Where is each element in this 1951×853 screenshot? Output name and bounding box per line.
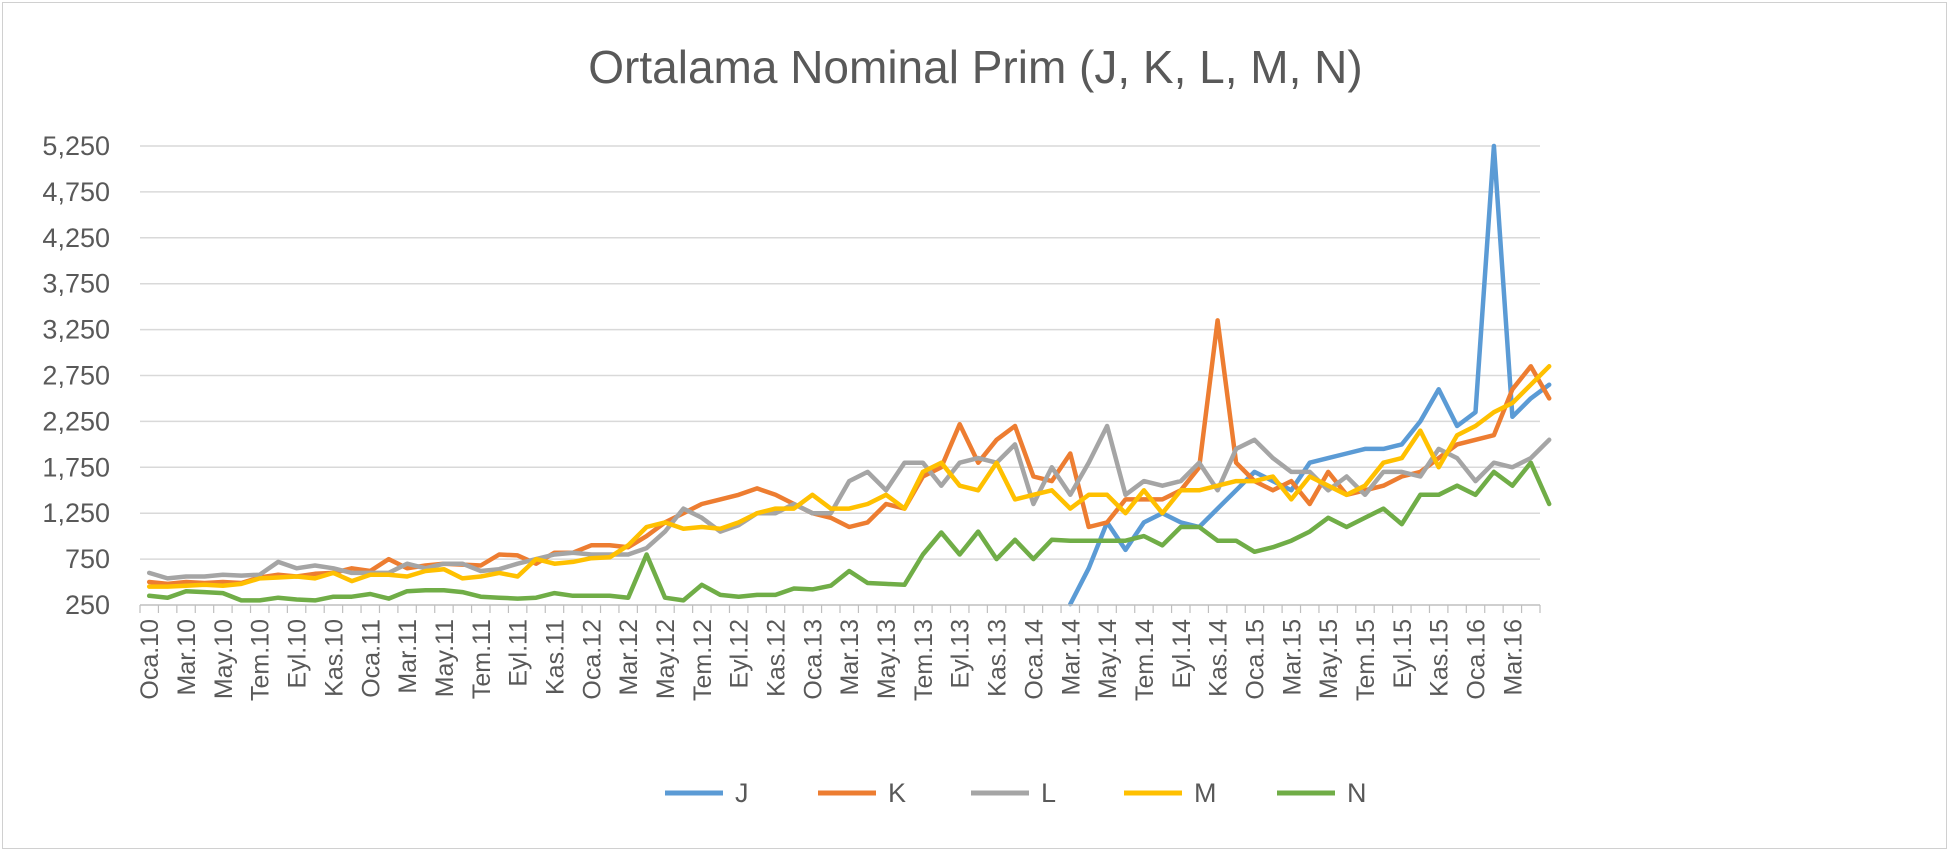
- x-tick-label: Eyl.10: [284, 619, 312, 688]
- y-tick-label: 3,250: [42, 315, 110, 345]
- x-tick-label: Tem.14: [1131, 619, 1159, 701]
- y-tick-label: 4,750: [42, 177, 110, 207]
- x-tick-label: Oca.14: [1020, 619, 1048, 700]
- series-line-l: [146, 423, 1552, 581]
- x-tick-label: May.13: [873, 619, 901, 699]
- y-tick-label: 4,250: [42, 223, 110, 253]
- x-tick-label: Mar.13: [836, 619, 864, 695]
- x-tick-label: Kas.12: [763, 619, 791, 697]
- x-tick-label: May.11: [431, 619, 459, 697]
- legend-label-l: L: [1041, 778, 1056, 808]
- x-tick-label: Eyl.12: [726, 619, 754, 688]
- legend: J K L M N: [665, 778, 1367, 808]
- x-tick-label: Oca.11: [357, 619, 385, 698]
- x-tick-label: Oca.15: [1241, 619, 1269, 700]
- x-tick-label: Mar.11: [394, 619, 422, 694]
- y-tick-label: 5,250: [42, 131, 110, 161]
- x-tick-label: Kas.15: [1426, 619, 1454, 697]
- x-tick-label: Mar.14: [1057, 619, 1085, 696]
- x-tick-label: Kas.11: [541, 619, 569, 695]
- x-tick-label: Mar.10: [173, 619, 201, 695]
- legend-label-j: J: [735, 778, 749, 808]
- x-tick-label: Tem.10: [247, 619, 275, 701]
- x-tick-label: Kas.13: [984, 619, 1012, 697]
- series-line-m: [146, 364, 1552, 589]
- series-lines: [146, 143, 1552, 607]
- x-tick-label: May.10: [210, 619, 238, 699]
- y-tick-label: 1,750: [42, 452, 110, 482]
- x-tick-label: Tem.12: [689, 619, 717, 701]
- legend-label-n: N: [1347, 778, 1367, 808]
- x-tick-label: Eyl.11: [505, 619, 533, 687]
- x-tick-label: May.14: [1094, 619, 1122, 699]
- y-axis-ticks: 250 750 1,250 1,750 2,250 2,750 3,250 3,750 4,25…: [42, 131, 110, 620]
- x-tick-label: Kas.10: [320, 619, 348, 697]
- series-line-k: [146, 318, 1552, 587]
- legend-label-m: M: [1194, 778, 1217, 808]
- chart-title: Ortalama Nominal Prim (J, K, L, M, N): [588, 41, 1363, 93]
- x-tick-label: Mar.16: [1499, 619, 1527, 695]
- x-tick-label: May.15: [1315, 619, 1343, 699]
- x-tick-label: May.12: [652, 619, 680, 699]
- x-tick-label: Kas.14: [1205, 619, 1233, 697]
- x-axis-ticks: Oca.10 Mar.10 May.10 Tem.10 Eyl.10 Kas.10 Oca.…: [136, 619, 1527, 701]
- x-tick-label: Oca.13: [799, 619, 827, 700]
- series-line-j: [1068, 143, 1552, 607]
- y-tick-label: 2,750: [42, 361, 110, 391]
- y-tick-label: 250: [65, 590, 110, 620]
- x-tick-label: Eyl.13: [947, 619, 975, 688]
- x-tick-label: Oca.10: [136, 619, 164, 700]
- y-tick-label: 1,250: [42, 498, 110, 528]
- x-tick-label: Mar.15: [1278, 619, 1306, 695]
- x-tick-label: Tem.13: [910, 619, 938, 701]
- x-tick-label: Oca.16: [1463, 619, 1491, 700]
- y-tick-label: 750: [65, 544, 110, 574]
- series-line-n: [146, 460, 1552, 603]
- x-tick-label: Eyl.14: [1168, 619, 1196, 689]
- legend-label-k: K: [888, 778, 906, 808]
- y-tick-label: 3,750: [42, 269, 110, 299]
- x-tick-label: Tem.15: [1352, 619, 1380, 701]
- x-axis: [139, 604, 1541, 613]
- x-tick-label: Mar.12: [615, 619, 643, 695]
- x-tick-label: Eyl.15: [1389, 619, 1417, 688]
- y-tick-label: 2,250: [42, 406, 110, 436]
- x-tick-label: Oca.12: [578, 619, 606, 700]
- x-tick-label: Tem.11: [468, 619, 496, 699]
